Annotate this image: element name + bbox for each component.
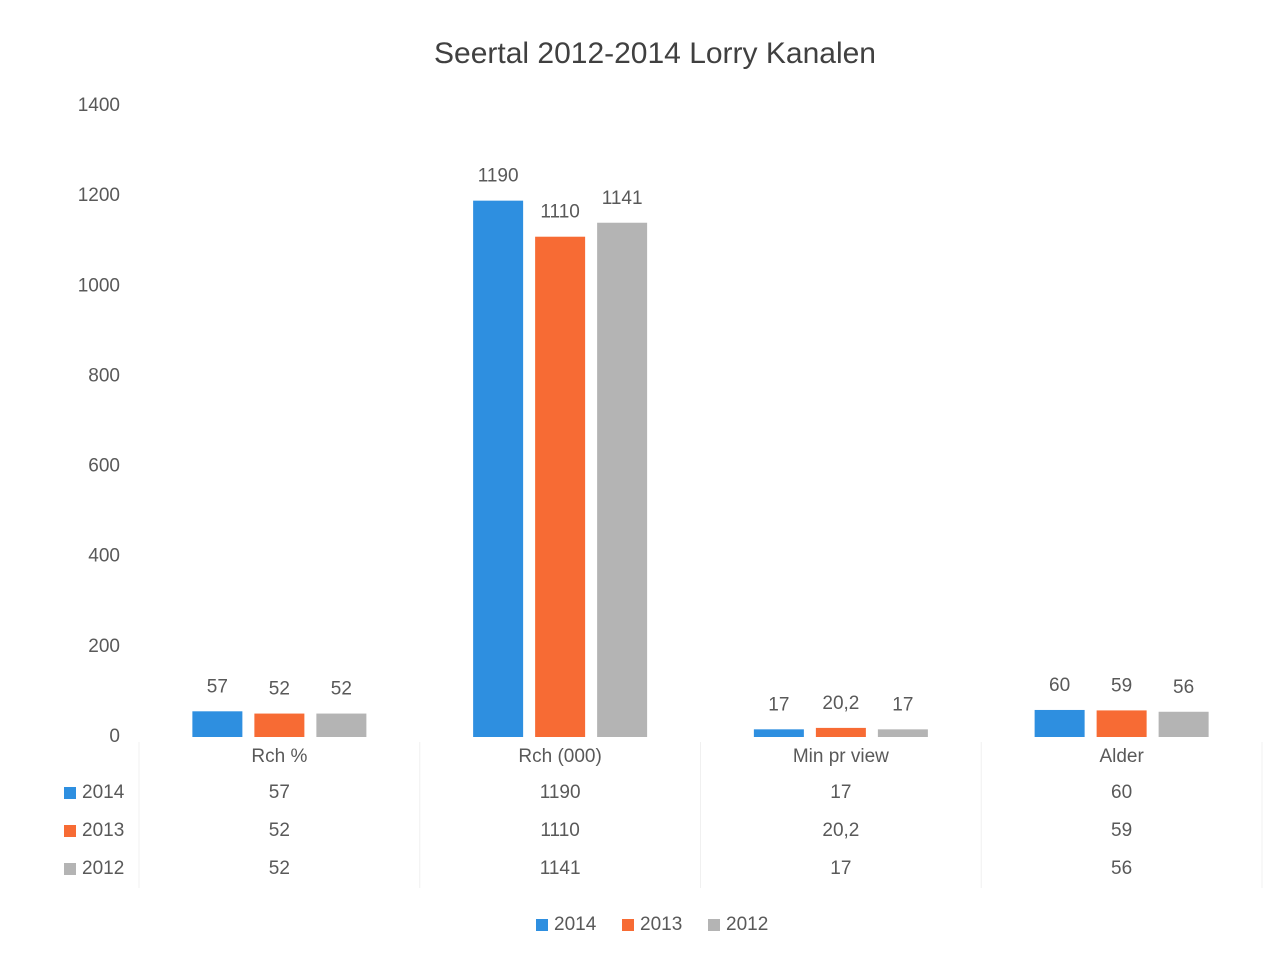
table-cell: 1110 <box>540 820 579 841</box>
bar <box>254 713 305 737</box>
legend-key <box>536 919 548 931</box>
x-tick-label: Min pr view <box>793 746 889 767</box>
bar <box>877 729 928 737</box>
bar <box>1158 711 1209 737</box>
table-cell: 59 <box>1111 820 1132 841</box>
data-label: 60 <box>1049 675 1070 696</box>
data-label: 1110 <box>540 202 579 223</box>
table-cell: 1141 <box>540 858 581 879</box>
legend-label: 2014 <box>554 914 597 935</box>
legend-key <box>622 919 634 931</box>
bar <box>753 729 804 737</box>
table-series-name: 2013 <box>82 820 124 841</box>
table-key <box>64 825 76 837</box>
bar <box>815 727 866 737</box>
table-series-name: 2014 <box>82 782 125 803</box>
data-label: 17 <box>768 694 789 715</box>
bar <box>1096 710 1147 737</box>
legend-label: 2012 <box>726 914 768 935</box>
x-tick-label: Rch % <box>251 746 307 767</box>
table-cell: 1190 <box>540 782 581 803</box>
y-tick-label: 600 <box>88 456 120 477</box>
table-cell: 52 <box>269 858 290 879</box>
y-tick-label: 0 <box>109 726 120 747</box>
bar <box>192 711 243 737</box>
y-tick-label: 400 <box>88 546 120 567</box>
y-tick-label: 800 <box>88 365 120 386</box>
bar <box>535 236 586 737</box>
table-cell: 60 <box>1111 782 1132 803</box>
bar <box>473 200 524 737</box>
chart-title: Seertal 2012-2014 Lorry Kanalen <box>434 37 876 70</box>
x-tick-label: Alder <box>1099 746 1144 767</box>
table-cell: 17 <box>830 858 851 879</box>
legend-key <box>708 919 720 931</box>
data-label: 59 <box>1111 675 1132 696</box>
data-label: 57 <box>207 676 228 697</box>
y-tick-label: 1400 <box>78 95 120 116</box>
data-label: 1190 <box>478 166 519 187</box>
table-cell: 56 <box>1111 858 1132 879</box>
y-tick-label: 1200 <box>78 185 120 206</box>
bar <box>1034 709 1085 737</box>
bar <box>597 222 648 738</box>
table-series-name: 2012 <box>82 858 124 879</box>
y-tick-label: 200 <box>88 636 120 657</box>
data-label: 56 <box>1173 677 1194 698</box>
data-label: 17 <box>892 694 913 715</box>
y-tick-label: 1000 <box>78 275 120 296</box>
data-label: 52 <box>269 679 290 700</box>
table-cell: 17 <box>830 782 851 803</box>
data-label: 1141 <box>602 188 643 209</box>
table-cell: 52 <box>269 820 290 841</box>
data-label: 20,2 <box>822 693 859 714</box>
table-cell: 57 <box>269 782 290 803</box>
x-tick-label: Rch (000) <box>518 746 601 767</box>
table-cell: 20,2 <box>822 820 859 841</box>
bar <box>316 713 367 737</box>
data-label: 52 <box>331 679 352 700</box>
table-key <box>64 787 76 799</box>
legend-label: 2013 <box>640 914 682 935</box>
table-key <box>64 863 76 875</box>
